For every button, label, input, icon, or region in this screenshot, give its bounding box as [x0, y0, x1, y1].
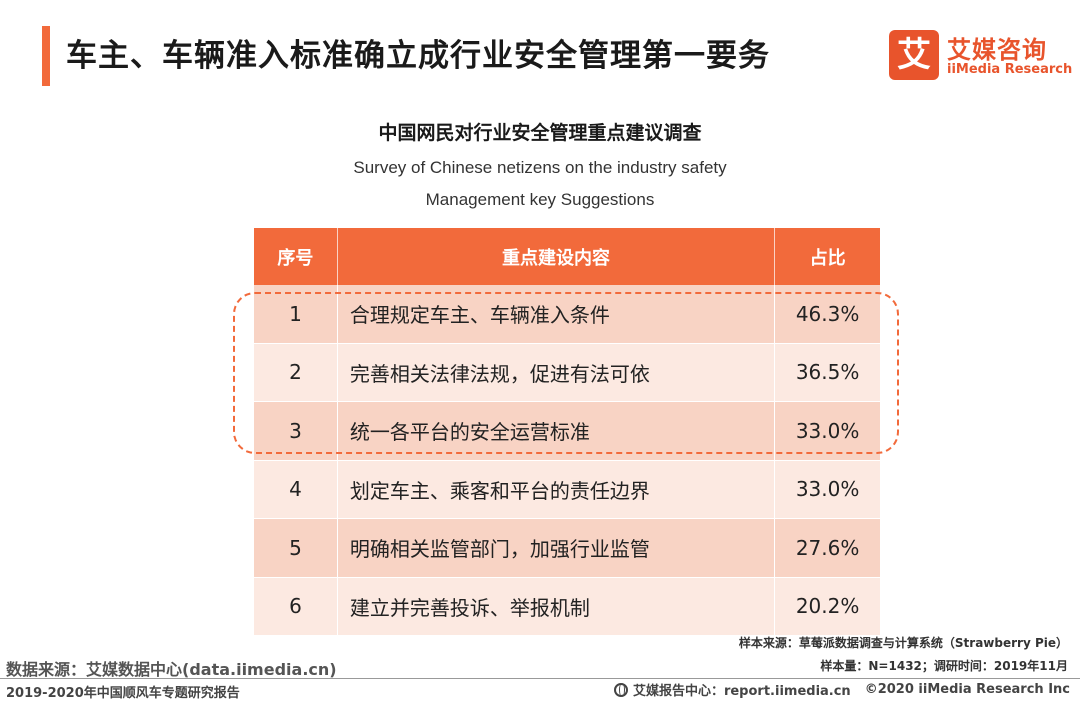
row-item: 合理规定车主、车辆准入条件: [338, 285, 776, 343]
table-row: 6 建立并完善投诉、举报机制 20.2%: [254, 576, 880, 635]
report-name: 2019-2020年中国顺风车专题研究报告: [6, 686, 240, 701]
row-share: 36.5%: [795, 360, 860, 385]
suggestion-table: 序号 重点建设内容 占比 1 合理规定车主、车辆准入条件 46.3% 2 完善相关法律法…: [254, 228, 880, 635]
iimedia-logo: 艾 艾媒咨询 iiMedia Research: [889, 30, 1072, 82]
row-index: 5: [254, 519, 338, 577]
row-item: 划定车主、乘客和平台的责任边界: [338, 460, 776, 518]
row-index: 6: [254, 577, 338, 635]
table-body: 1 合理规定车主、车辆准入条件 46.3% 2 完善相关法律法规，促进有法可依 36.5%…: [254, 285, 880, 635]
header-share: 占比: [809, 247, 846, 269]
row-share: 20.2%: [795, 594, 860, 619]
data-source: 数据来源：艾媒数据中心(data.iimedia.cn): [6, 660, 337, 679]
row-share: 33.0%: [795, 477, 860, 502]
table-header: 序号 重点建设内容 占比: [254, 228, 880, 285]
header-index: 序号: [254, 228, 338, 285]
row-item: 完善相关法律法规，促进有法可依: [338, 343, 776, 401]
row-share: 27.6%: [795, 535, 860, 560]
row-index: 4: [254, 460, 338, 518]
sample-source: 样本来源：草莓派数据调查与计算系统（Strawberry Pie）: [738, 636, 1068, 650]
report-center-link[interactable]: 艾媒报告中心：report.iimedia.cn: [632, 684, 851, 699]
sample-size: 样本量：N=1432；调研时间：2019年11月: [820, 659, 1068, 673]
row-share: 46.3%: [795, 301, 860, 326]
header-item: 重点建设内容: [338, 228, 776, 285]
table-row: 5 明确相关监管部门，加强行业监管 27.6%: [254, 518, 880, 577]
logo-name-cn: 艾媒咨询: [947, 36, 1047, 64]
logo-name-en: iiMedia Research: [947, 62, 1073, 77]
table-row: 3 统一各平台的安全运营标准 33.0%: [254, 401, 880, 460]
footer-right: 艾媒报告中心：report.iimedia.cn ©2020 iiMedia R…: [613, 680, 1070, 699]
chart-subtitle-line-2: Management key Suggestions: [425, 190, 655, 209]
row-item: 统一各平台的安全运营标准: [338, 402, 776, 460]
logo-mark: 艾: [889, 30, 939, 80]
table-row: 1 合理规定车主、车辆准入条件 46.3%: [254, 285, 880, 343]
table-row: 4 划定车主、乘客和平台的责任边界 33.0%: [254, 459, 880, 518]
row-index: 1: [254, 285, 338, 343]
chart-subtitle: Survey of Chinese netizens on the indust…: [300, 152, 780, 216]
chart-subtitle-line-1: Survey of Chinese netizens on the indust…: [353, 158, 727, 177]
copyright: ©2020 iiMedia Research Inc: [864, 682, 1070, 697]
row-share: 33.0%: [795, 418, 860, 443]
chart-title: 中国网民对行业安全管理重点建议调查: [378, 122, 702, 144]
row-index: 2: [254, 343, 338, 401]
footer-divider: [0, 678, 1080, 679]
title-accent-bar: [42, 26, 50, 86]
page-title: 车主、车辆准入标准确立成行业安全管理第一要务: [66, 38, 770, 74]
table-row: 2 完善相关法律法规，促进有法可依 36.5%: [254, 342, 880, 401]
row-item: 建立并完善投诉、举报机制: [338, 577, 776, 635]
globe-icon: [613, 682, 628, 697]
row-index: 3: [254, 402, 338, 460]
row-item: 明确相关监管部门，加强行业监管: [338, 519, 776, 577]
